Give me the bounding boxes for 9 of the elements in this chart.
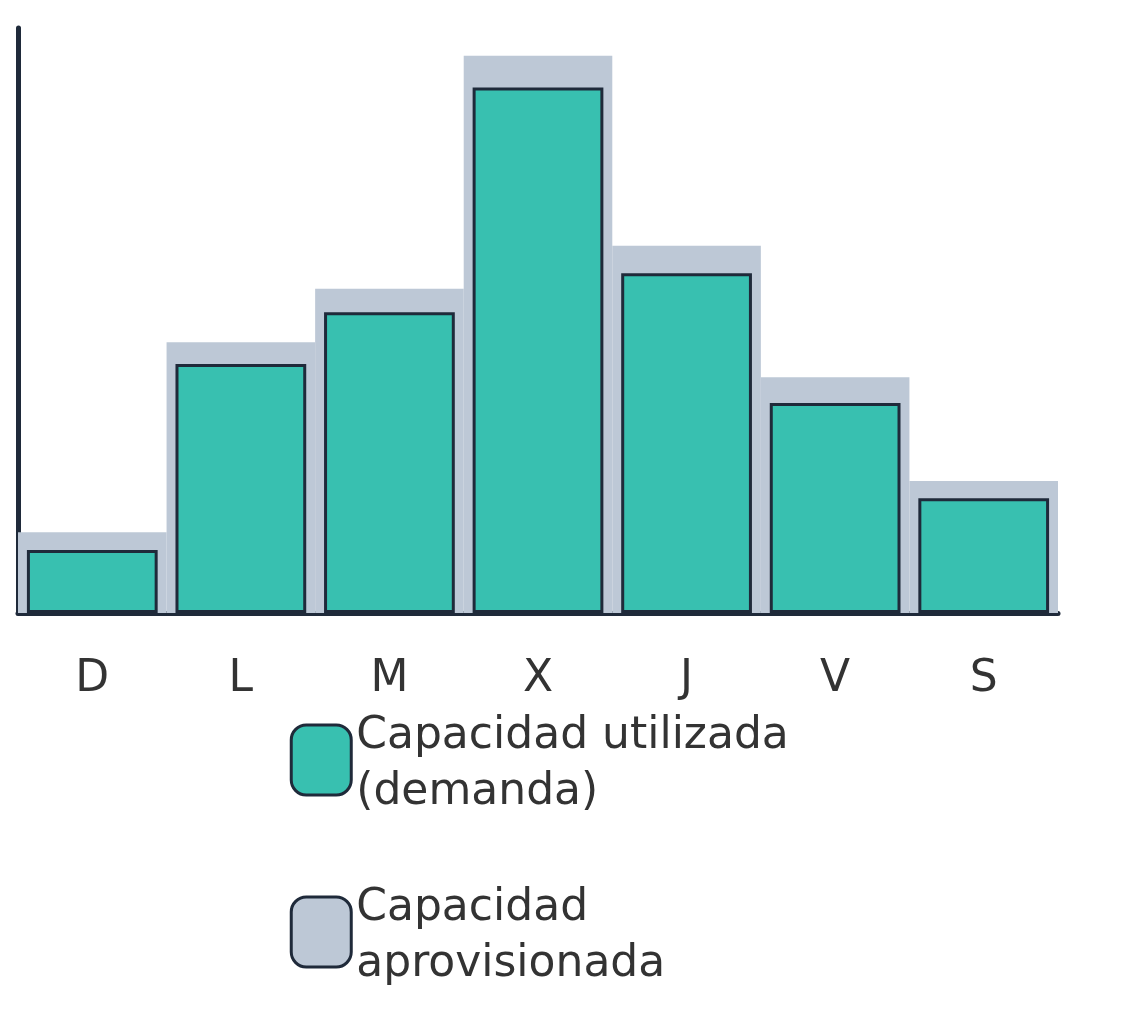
x-tick-label: X — [522, 649, 554, 701]
x-tick-label: S — [969, 649, 998, 701]
x-tick-label: M — [370, 649, 409, 701]
x-tick-label: L — [228, 649, 254, 701]
x-tick-label: D — [75, 649, 110, 701]
legend-label: Capacidad utilizada (demanda) — [356, 706, 803, 814]
legend-label: Capacidad aprovisionada — [356, 878, 666, 986]
x-tick-label: J — [677, 649, 694, 701]
x-tick-label: V — [820, 649, 851, 701]
